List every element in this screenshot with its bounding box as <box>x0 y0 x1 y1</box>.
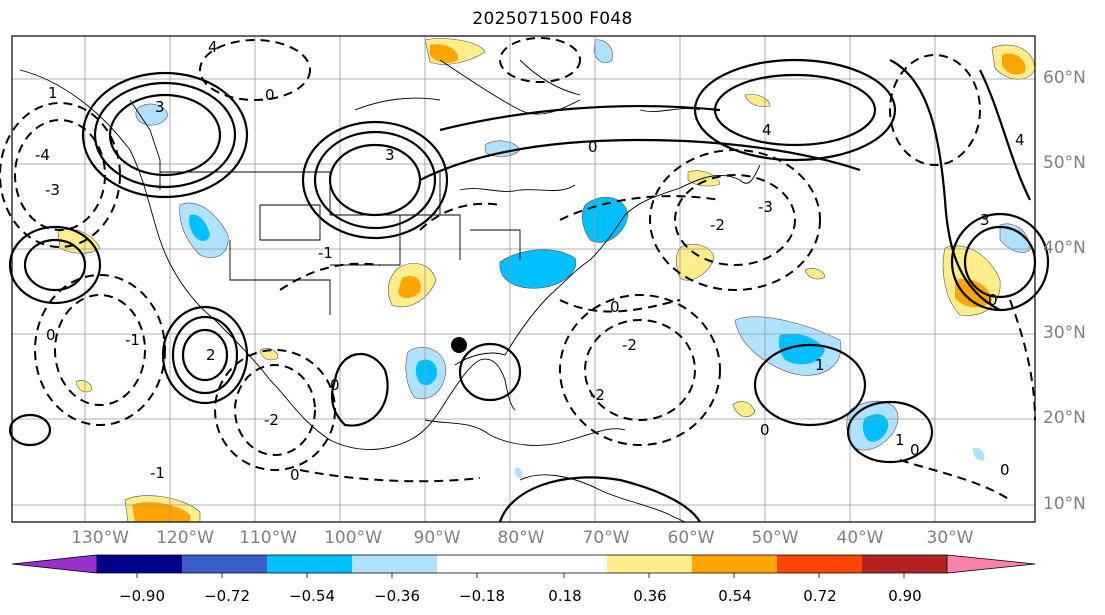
contour-label: 3 <box>980 211 990 229</box>
contour-label: 0 <box>760 421 770 439</box>
map-frame <box>11 35 1036 523</box>
colorbar-extend-high <box>946 554 1036 574</box>
lat-label-40n: 40°N <box>1043 238 1086 258</box>
colorbar-tick-label: −0.72 <box>204 587 250 605</box>
contour-label: 0 <box>290 466 300 484</box>
colorbar-tick-label: −0.18 <box>459 587 505 605</box>
colorbar-bin <box>437 555 522 573</box>
colorbar-tick-label: −0.54 <box>289 587 335 605</box>
colorbar-tick-label: 0.36 <box>633 587 667 605</box>
contour-label: 0 <box>588 138 598 156</box>
contour-label: 0 <box>910 441 920 459</box>
colorbar-bin <box>352 555 437 573</box>
lat-label-10n: 10°N <box>1043 494 1086 514</box>
colorbar-bin <box>267 555 352 573</box>
graticule <box>12 36 1035 522</box>
colorbar-tick-label: 0.18 <box>548 587 582 605</box>
contour-label: -1 <box>125 331 140 349</box>
lon-label-60w: 60°W <box>667 528 715 548</box>
contour-label: 4 <box>762 121 772 139</box>
contour-label: 1 <box>48 84 58 102</box>
colorbar-bin <box>862 555 947 573</box>
colorbar-tick-label: −0.36 <box>374 587 420 605</box>
contour-label: -2 <box>590 386 605 404</box>
colorbar-bin <box>522 555 607 573</box>
colorbar-tick-label: −0.90 <box>119 587 165 605</box>
contour-label: 3 <box>385 146 395 164</box>
contour-label: -3 <box>45 181 60 199</box>
lon-label-70w: 70°W <box>582 528 630 548</box>
colorbar-tick-label: 0.90 <box>888 587 922 605</box>
contour-label: 0 <box>1000 461 1010 479</box>
colorbar-bin <box>182 555 267 573</box>
contour-label: 3 <box>155 98 165 116</box>
contour-label: 0 <box>610 298 620 316</box>
contour-label: -1 <box>318 244 333 262</box>
lon-label-100w: 100°W <box>324 528 382 548</box>
contour-label: -3 <box>758 198 773 216</box>
colorbar-tick-label: 0.72 <box>803 587 837 605</box>
contour-label: 4 <box>1015 131 1025 149</box>
lon-label-110w: 110°W <box>239 528 297 548</box>
colorbar-tick-label: 0.54 <box>718 587 752 605</box>
contour-label: 0 <box>46 326 56 344</box>
negative-shading <box>135 39 1031 479</box>
contour-label: 0 <box>265 86 275 104</box>
contour-label: 1 <box>815 356 825 374</box>
contour-label: 0 <box>988 291 998 309</box>
contour-label: -2 <box>622 336 637 354</box>
colorbar-bin <box>692 555 777 573</box>
lat-label-60n: 60°N <box>1043 68 1086 88</box>
lat-label-30n: 30°N <box>1043 323 1086 343</box>
contour-label: 0 <box>330 376 340 394</box>
lat-label-50n: 50°N <box>1043 153 1086 173</box>
positive-contours <box>8 58 1050 523</box>
contour-label: -4 <box>35 146 50 164</box>
lon-label-40w: 40°W <box>836 528 884 548</box>
map-title: 2025071500 F048 <box>472 9 633 29</box>
contour-label: -1 <box>150 464 165 482</box>
contour-label: -2 <box>264 411 279 429</box>
storm-center-marker <box>451 337 467 353</box>
lon-label-90w: 90°W <box>413 528 461 548</box>
colorbar <box>11 554 1036 578</box>
lon-label-80w: 80°W <box>497 528 545 548</box>
lon-label-30w: 30°W <box>926 528 974 548</box>
lon-label-130w: 130°W <box>71 528 129 548</box>
contour-label: -2 <box>710 216 725 234</box>
lon-label-120w: 120°W <box>156 528 214 548</box>
contour-label: 2 <box>206 346 216 364</box>
lon-label-50w: 50°W <box>751 528 799 548</box>
lat-label-20n: 20°N <box>1043 408 1086 428</box>
contour-label: 4 <box>208 38 218 56</box>
contour-label: 1 <box>895 431 905 449</box>
colorbar-bin <box>97 555 182 573</box>
colorbar-bin <box>777 555 862 573</box>
colorbar-bin <box>607 555 692 573</box>
